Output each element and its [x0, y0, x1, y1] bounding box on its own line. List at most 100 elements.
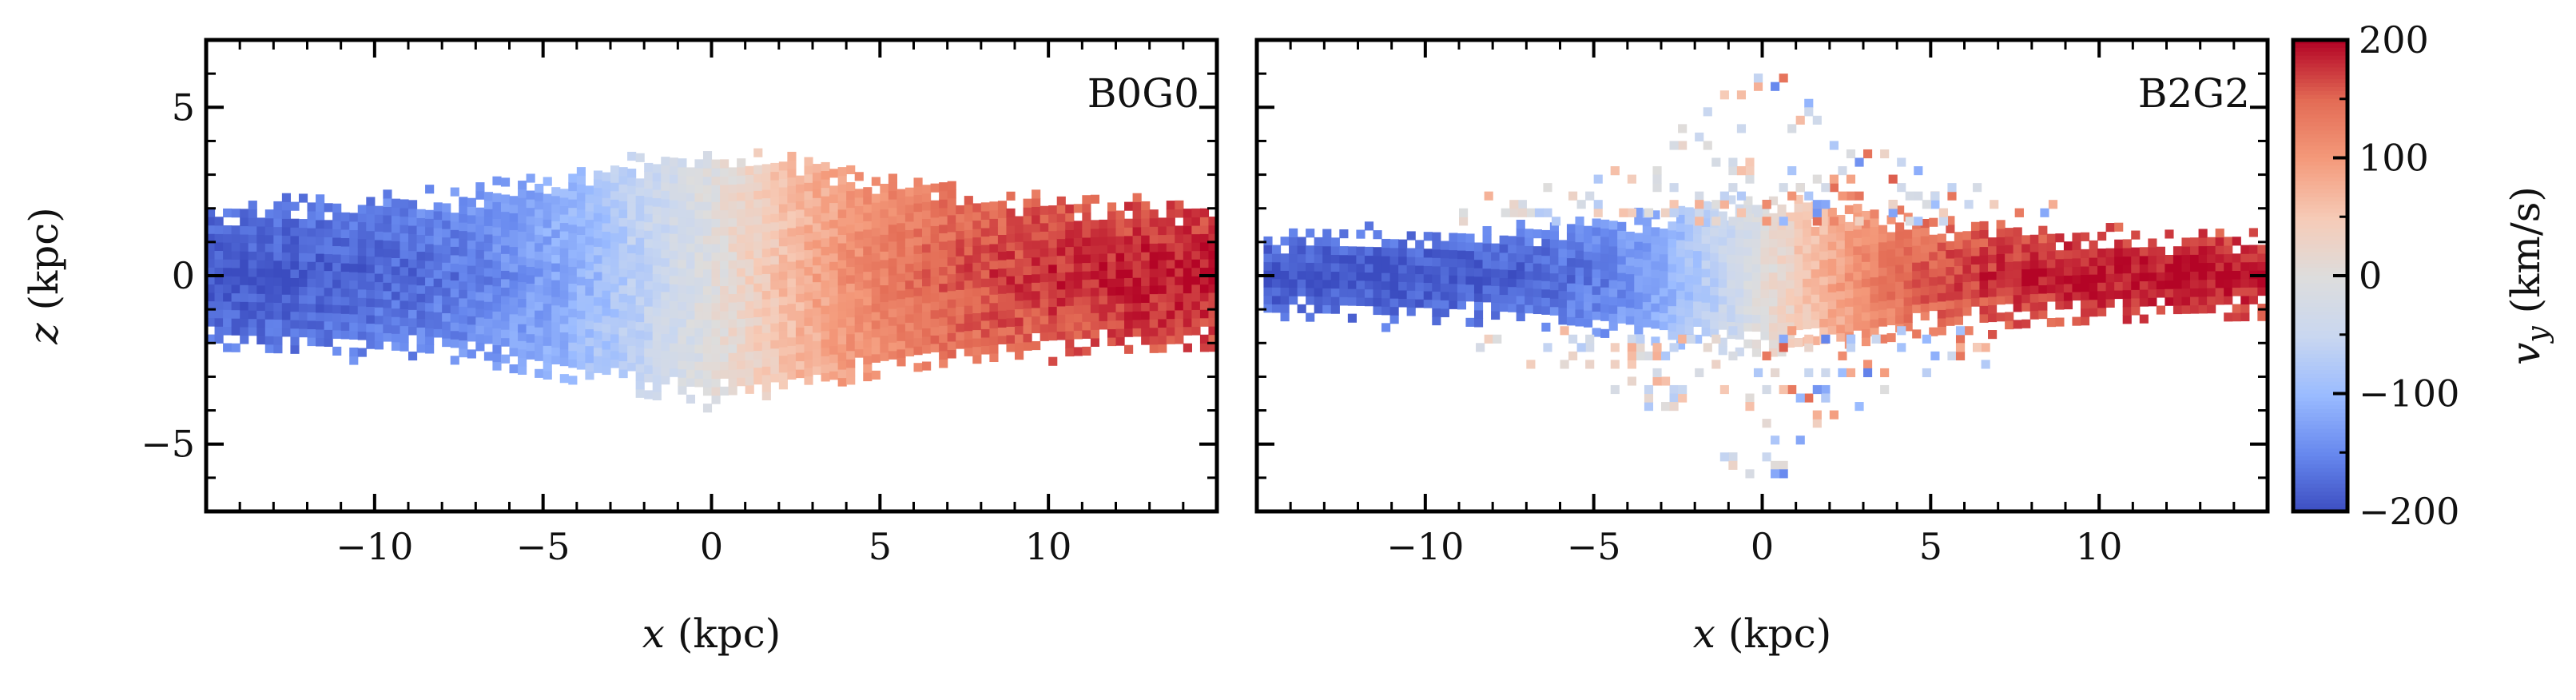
heatmap-cell [972, 287, 982, 296]
heatmap-cell [896, 231, 906, 241]
heatmap-cell [821, 339, 830, 348]
heatmap-cell [1777, 221, 1787, 231]
heatmap-cell [433, 227, 443, 237]
heatmap-cell [1056, 305, 1066, 315]
heatmap-cell [1661, 376, 1671, 386]
heatmap-cell [1158, 268, 1167, 277]
heatmap-cell [778, 329, 788, 340]
heatmap-cell [526, 325, 535, 335]
heatmap-cell [1073, 296, 1083, 306]
heatmap-cell [1897, 326, 1906, 336]
heatmap-cell [2080, 282, 2090, 292]
heatmap-cell [559, 231, 569, 241]
heatmap-cell [964, 254, 973, 264]
heatmap-cell [1124, 294, 1134, 304]
heatmap-cell [753, 181, 763, 191]
heatmap-cell [535, 209, 544, 218]
heatmap-cell [1459, 208, 1469, 217]
heatmap-cell [425, 252, 435, 261]
heatmap-cell [829, 354, 839, 364]
heatmap-cell [1099, 245, 1108, 254]
heatmap-cell [1651, 227, 1660, 237]
heatmap-cell [273, 344, 283, 354]
heatmap-cell [1676, 273, 1686, 283]
heatmap-cell [1549, 239, 1559, 249]
heatmap-cell [223, 300, 233, 310]
heatmap-cell [1032, 206, 1041, 216]
heatmap-cell [1115, 261, 1125, 270]
heatmap-cell [1065, 213, 1075, 222]
heatmap-cell [1158, 310, 1167, 320]
heatmap-cell [1827, 207, 1837, 217]
heatmap-cell [1625, 290, 1635, 300]
heatmap-cell [1330, 237, 1340, 247]
heatmap-cell [745, 360, 754, 369]
heatmap-cell [627, 261, 637, 271]
heatmap-cell [1803, 320, 1812, 330]
heatmap-cell [804, 368, 813, 377]
heatmap-cell [1634, 316, 1644, 327]
heatmap-cell [1853, 229, 1862, 238]
heatmap-cell [972, 229, 982, 238]
heatmap-cell [1389, 247, 1399, 257]
heatmap-cell [770, 288, 780, 299]
heatmap-cell [1600, 270, 1610, 280]
heatmap-cell [1903, 246, 1913, 256]
heatmap-cell [770, 272, 780, 282]
heatmap-cell [256, 251, 266, 261]
heatmap-cell [1158, 284, 1167, 294]
heatmap-cell [593, 313, 603, 323]
x-tick-label: 5 [869, 525, 892, 568]
heatmap-cell [1592, 252, 1601, 261]
heatmap-cell [349, 229, 359, 239]
heatmap-cell [1175, 200, 1184, 209]
heatmap-cell [1838, 191, 1847, 201]
heatmap-cell [694, 310, 704, 320]
heatmap-cell [1065, 280, 1075, 289]
heatmap-cell [956, 247, 965, 257]
heatmap-cell [1423, 290, 1433, 300]
heatmap-cell [787, 227, 797, 237]
heatmap-cell [1608, 254, 1618, 264]
heatmap-cell [442, 329, 451, 339]
heatmap-cell [483, 318, 494, 328]
colorbar-segment [2293, 338, 2347, 344]
heatmap-cell [1836, 265, 1846, 275]
heatmap-cell [1701, 234, 1711, 244]
heatmap-cell [1651, 294, 1660, 304]
heatmap-cell [1584, 276, 1593, 286]
heatmap-cell [618, 360, 628, 370]
heatmap-cell [1727, 254, 1736, 264]
heatmap-cell [1199, 334, 1210, 344]
heatmap-cell [357, 297, 367, 307]
heatmap-cell [939, 224, 948, 233]
heatmap-cell [1048, 247, 1058, 257]
heatmap-cell [1659, 312, 1669, 322]
heatmap-cell [248, 268, 257, 277]
heatmap-cell [804, 207, 813, 217]
heatmap-cell [610, 249, 620, 259]
heatmap-cell [1208, 258, 1218, 268]
heatmap-cell [829, 337, 839, 347]
heatmap-cell [1678, 124, 1688, 133]
heatmap-cell [737, 377, 746, 387]
heatmap-cell [500, 203, 511, 213]
heatmap-cell [1457, 300, 1467, 310]
heatmap-cell [686, 293, 696, 303]
heatmap-cell [1947, 183, 1957, 193]
heatmap-cell [340, 229, 350, 238]
heatmap-cell [980, 336, 990, 347]
heatmap-cell [509, 263, 519, 272]
heatmap-cell [1065, 204, 1075, 213]
heatmap-cell [366, 314, 376, 324]
heatmap-cell [223, 208, 233, 218]
colorbar-segment [2293, 464, 2347, 469]
heatmap-cell [1844, 306, 1854, 316]
heatmap-cell [686, 167, 696, 177]
heatmap-cell [1728, 157, 1738, 167]
heatmap-cell [2257, 312, 2267, 321]
heatmap-cell [559, 281, 569, 291]
heatmap-cell [273, 327, 283, 337]
heatmap-cell [1525, 229, 1534, 238]
heatmap-cell [1132, 235, 1142, 245]
